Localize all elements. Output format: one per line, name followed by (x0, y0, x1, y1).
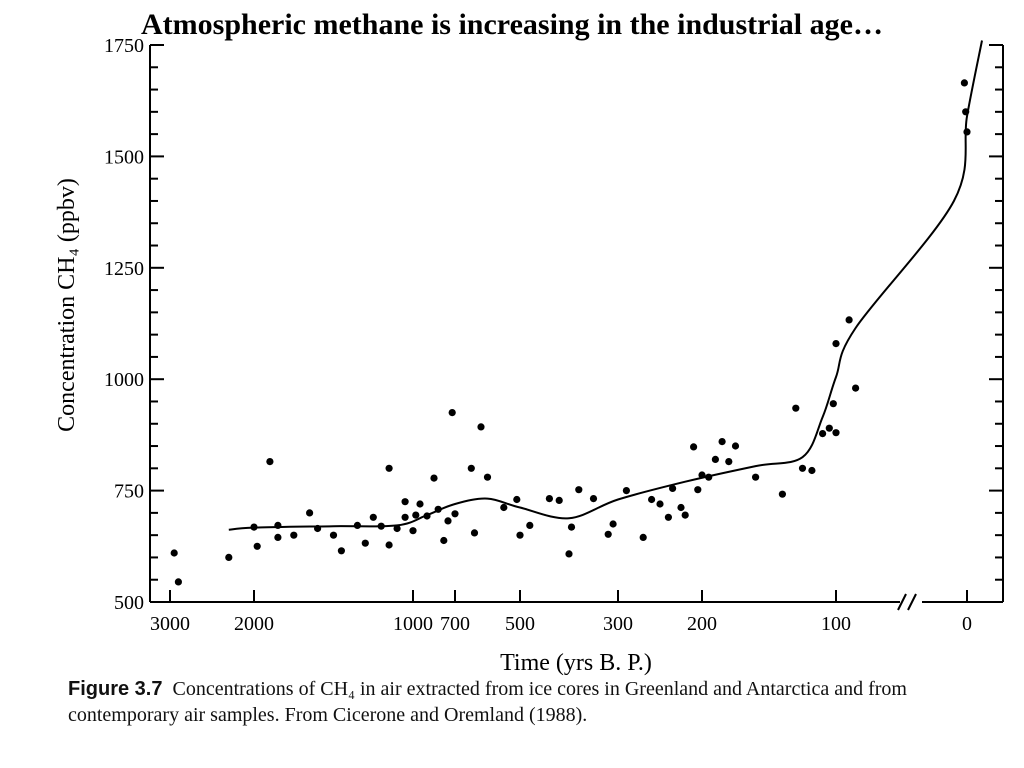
x-tick-label: 300 (603, 613, 633, 635)
data-point (545, 495, 554, 503)
data-point (253, 542, 261, 550)
data-point (711, 455, 720, 463)
data-point (669, 484, 677, 492)
data-point (778, 490, 787, 498)
data-point (622, 487, 631, 495)
data-point (266, 458, 274, 466)
data-marks (170, 40, 983, 586)
data-point (825, 424, 833, 432)
data-point (808, 466, 816, 475)
data-point (555, 496, 563, 504)
data-point (609, 520, 617, 528)
data-point (477, 423, 485, 431)
axis-break-mark (907, 593, 917, 611)
data-point (829, 400, 837, 408)
data-point (832, 340, 840, 348)
data-point (306, 509, 314, 517)
page-title: Atmospheric methane is increasing in the… (141, 8, 883, 41)
data-point (648, 495, 656, 504)
y-tick-label: 1250 (104, 258, 144, 280)
data-point (852, 384, 860, 392)
data-point (337, 547, 345, 555)
data-point (567, 523, 576, 531)
data-point (467, 464, 475, 472)
data-point (361, 539, 369, 547)
data-point (677, 503, 685, 512)
data-point (845, 316, 853, 324)
data-point (416, 500, 424, 508)
data-point (589, 495, 598, 503)
data-point (752, 473, 760, 481)
data-point (401, 513, 409, 521)
y-tick-label: 750 (114, 481, 144, 503)
figure-caption: Figure 3.7 Concentrations of CH₄ in air e… (68, 676, 998, 728)
y-tick-label: 1500 (104, 146, 144, 168)
data-point (792, 404, 800, 412)
data-point (444, 517, 452, 525)
data-point (604, 530, 612, 538)
data-point (639, 533, 647, 542)
caption-text: Concentrations of CH₄ in air extracted f… (68, 678, 907, 726)
y-axis-label: Concentration CH₄ (ppbv) (54, 178, 80, 432)
data-point (448, 409, 456, 417)
x-tick-label: 700 (440, 613, 470, 635)
data-point (290, 531, 298, 539)
data-point (174, 578, 182, 586)
data-point (440, 536, 448, 545)
x-tick-label: 2000 (234, 613, 274, 635)
data-point (451, 510, 459, 518)
data-point (274, 533, 282, 542)
axis-break-mark (897, 593, 907, 611)
data-point (483, 473, 492, 481)
data-point (725, 458, 733, 466)
data-point (430, 474, 438, 482)
data-point (329, 531, 338, 539)
data-point (575, 486, 583, 494)
x-tick-label: 200 (687, 613, 717, 635)
data-point (369, 513, 377, 521)
data-point (500, 503, 508, 512)
data-point (393, 524, 401, 533)
x-tick-label: 100 (821, 613, 851, 635)
x-tick-label: 1000 (393, 613, 433, 635)
data-point (385, 464, 393, 472)
data-point (656, 500, 664, 508)
x-tick-label: 3000 (150, 613, 190, 635)
x-axis-label: Time (yrs B. P.) (500, 650, 652, 676)
data-point (798, 464, 807, 472)
data-point (401, 498, 409, 506)
data-point (718, 438, 726, 446)
x-tick-label: 500 (505, 613, 535, 635)
data-point (513, 495, 521, 504)
data-point (731, 442, 740, 450)
data-point (664, 513, 673, 521)
data-point (526, 521, 534, 530)
data-point (565, 550, 573, 558)
data-point (690, 443, 698, 451)
x-tick-label: 0 (962, 613, 972, 635)
data-point (516, 531, 524, 539)
data-point (225, 553, 233, 562)
data-point (963, 128, 971, 136)
y-tick-label: 1000 (104, 369, 144, 391)
data-point (681, 511, 689, 519)
data-point (819, 430, 827, 438)
data-point (170, 549, 178, 557)
data-point (409, 527, 417, 535)
data-point (960, 79, 969, 87)
y-tick-label: 1750 (104, 35, 144, 57)
trend-curve (228, 40, 983, 531)
data-point (832, 429, 840, 437)
data-point (412, 511, 420, 519)
y-tick-label: 500 (114, 592, 144, 614)
data-point (470, 529, 479, 537)
figure-label: Figure 3.7 (68, 678, 163, 700)
data-point (385, 541, 393, 549)
data-point (694, 486, 702, 494)
